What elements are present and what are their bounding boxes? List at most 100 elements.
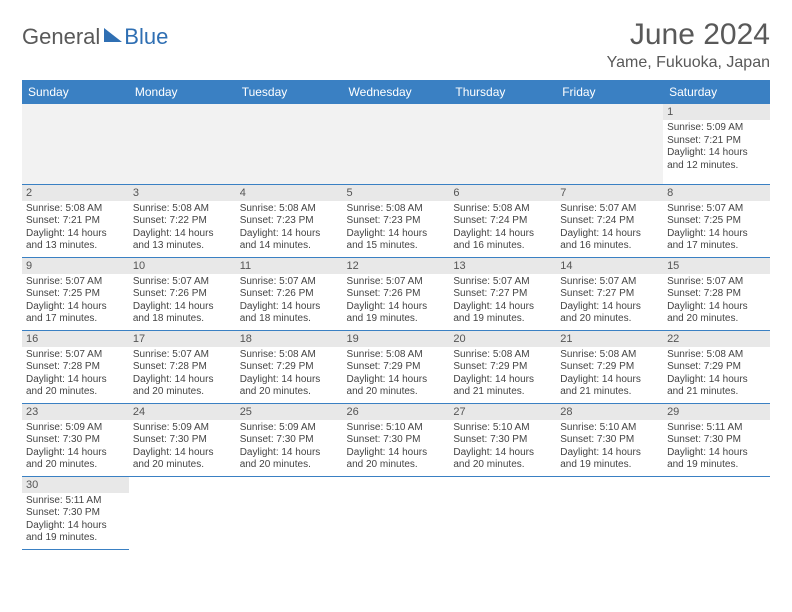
day-details: Sunrise: 5:07 AMSunset: 7:28 PMDaylight:… bbox=[663, 274, 770, 330]
day-number: 29 bbox=[663, 404, 770, 420]
calendar-cell: 20Sunrise: 5:08 AMSunset: 7:29 PMDayligh… bbox=[449, 330, 556, 403]
calendar-cell: 9Sunrise: 5:07 AMSunset: 7:25 PMDaylight… bbox=[22, 257, 129, 330]
day-details: Sunrise: 5:09 AMSunset: 7:30 PMDaylight:… bbox=[129, 420, 236, 476]
calendar-cell: 27Sunrise: 5:10 AMSunset: 7:30 PMDayligh… bbox=[449, 403, 556, 476]
day-details: Sunrise: 5:07 AMSunset: 7:25 PMDaylight:… bbox=[663, 201, 770, 257]
day-details: Sunrise: 5:07 AMSunset: 7:26 PMDaylight:… bbox=[236, 274, 343, 330]
calendar-body: 1Sunrise: 5:09 AMSunset: 7:21 PMDaylight… bbox=[22, 104, 770, 549]
calendar-cell bbox=[22, 104, 129, 184]
calendar-row: 2Sunrise: 5:08 AMSunset: 7:21 PMDaylight… bbox=[22, 184, 770, 257]
day-details: Sunrise: 5:09 AMSunset: 7:21 PMDaylight:… bbox=[663, 120, 770, 176]
weekday-header: Friday bbox=[556, 80, 663, 104]
weekday-header: Sunday bbox=[22, 80, 129, 104]
logo-text-blue: Blue bbox=[124, 24, 168, 50]
day-details: Sunrise: 5:10 AMSunset: 7:30 PMDaylight:… bbox=[343, 420, 450, 476]
day-details: Sunrise: 5:07 AMSunset: 7:28 PMDaylight:… bbox=[129, 347, 236, 403]
day-number: 21 bbox=[556, 331, 663, 347]
day-details: Sunrise: 5:08 AMSunset: 7:24 PMDaylight:… bbox=[449, 201, 556, 257]
day-number: 10 bbox=[129, 258, 236, 274]
day-number: 26 bbox=[343, 404, 450, 420]
day-details: Sunrise: 5:07 AMSunset: 7:27 PMDaylight:… bbox=[449, 274, 556, 330]
day-number: 4 bbox=[236, 185, 343, 201]
calendar-cell: 5Sunrise: 5:08 AMSunset: 7:23 PMDaylight… bbox=[343, 184, 450, 257]
calendar-cell: 13Sunrise: 5:07 AMSunset: 7:27 PMDayligh… bbox=[449, 257, 556, 330]
day-number: 2 bbox=[22, 185, 129, 201]
calendar-cell: 22Sunrise: 5:08 AMSunset: 7:29 PMDayligh… bbox=[663, 330, 770, 403]
day-number: 20 bbox=[449, 331, 556, 347]
calendar-cell bbox=[129, 104, 236, 184]
day-number: 12 bbox=[343, 258, 450, 274]
calendar-cell: 16Sunrise: 5:07 AMSunset: 7:28 PMDayligh… bbox=[22, 330, 129, 403]
day-number: 6 bbox=[449, 185, 556, 201]
day-details: Sunrise: 5:08 AMSunset: 7:22 PMDaylight:… bbox=[129, 201, 236, 257]
calendar-cell: 8Sunrise: 5:07 AMSunset: 7:25 PMDaylight… bbox=[663, 184, 770, 257]
day-number: 24 bbox=[129, 404, 236, 420]
month-title: June 2024 bbox=[607, 18, 770, 52]
calendar-cell bbox=[343, 104, 450, 184]
weekday-header-row: Sunday Monday Tuesday Wednesday Thursday… bbox=[22, 80, 770, 104]
calendar-cell: 11Sunrise: 5:07 AMSunset: 7:26 PMDayligh… bbox=[236, 257, 343, 330]
header: General Blue June 2024 Yame, Fukuoka, Ja… bbox=[22, 18, 770, 72]
day-details: Sunrise: 5:08 AMSunset: 7:21 PMDaylight:… bbox=[22, 201, 129, 257]
day-details: Sunrise: 5:07 AMSunset: 7:26 PMDaylight:… bbox=[129, 274, 236, 330]
day-details: Sunrise: 5:08 AMSunset: 7:23 PMDaylight:… bbox=[343, 201, 450, 257]
day-number: 30 bbox=[22, 477, 129, 493]
calendar-cell: 19Sunrise: 5:08 AMSunset: 7:29 PMDayligh… bbox=[343, 330, 450, 403]
calendar-cell: 6Sunrise: 5:08 AMSunset: 7:24 PMDaylight… bbox=[449, 184, 556, 257]
calendar-cell: 25Sunrise: 5:09 AMSunset: 7:30 PMDayligh… bbox=[236, 403, 343, 476]
day-number: 7 bbox=[556, 185, 663, 201]
day-number: 25 bbox=[236, 404, 343, 420]
day-details: Sunrise: 5:09 AMSunset: 7:30 PMDaylight:… bbox=[22, 420, 129, 476]
day-number: 28 bbox=[556, 404, 663, 420]
day-number: 19 bbox=[343, 331, 450, 347]
day-details: Sunrise: 5:07 AMSunset: 7:28 PMDaylight:… bbox=[22, 347, 129, 403]
day-number: 18 bbox=[236, 331, 343, 347]
calendar-cell: 14Sunrise: 5:07 AMSunset: 7:27 PMDayligh… bbox=[556, 257, 663, 330]
day-number: 15 bbox=[663, 258, 770, 274]
day-number: 23 bbox=[22, 404, 129, 420]
day-number: 5 bbox=[343, 185, 450, 201]
calendar-row: 16Sunrise: 5:07 AMSunset: 7:28 PMDayligh… bbox=[22, 330, 770, 403]
day-details: Sunrise: 5:08 AMSunset: 7:23 PMDaylight:… bbox=[236, 201, 343, 257]
day-details: Sunrise: 5:10 AMSunset: 7:30 PMDaylight:… bbox=[449, 420, 556, 476]
calendar-cell: 1Sunrise: 5:09 AMSunset: 7:21 PMDaylight… bbox=[663, 104, 770, 184]
calendar-cell bbox=[556, 476, 663, 549]
calendar-cell bbox=[343, 476, 450, 549]
calendar-cell bbox=[556, 104, 663, 184]
calendar-cell: 3Sunrise: 5:08 AMSunset: 7:22 PMDaylight… bbox=[129, 184, 236, 257]
day-number: 14 bbox=[556, 258, 663, 274]
day-details: Sunrise: 5:11 AMSunset: 7:30 PMDaylight:… bbox=[22, 493, 129, 549]
day-details: Sunrise: 5:07 AMSunset: 7:27 PMDaylight:… bbox=[556, 274, 663, 330]
calendar-cell: 26Sunrise: 5:10 AMSunset: 7:30 PMDayligh… bbox=[343, 403, 450, 476]
day-details: Sunrise: 5:07 AMSunset: 7:25 PMDaylight:… bbox=[22, 274, 129, 330]
calendar-row: 23Sunrise: 5:09 AMSunset: 7:30 PMDayligh… bbox=[22, 403, 770, 476]
calendar-cell bbox=[236, 104, 343, 184]
day-details: Sunrise: 5:10 AMSunset: 7:30 PMDaylight:… bbox=[556, 420, 663, 476]
calendar-cell bbox=[663, 476, 770, 549]
day-details: Sunrise: 5:07 AMSunset: 7:26 PMDaylight:… bbox=[343, 274, 450, 330]
weekday-header: Saturday bbox=[663, 80, 770, 104]
calendar-cell: 12Sunrise: 5:07 AMSunset: 7:26 PMDayligh… bbox=[343, 257, 450, 330]
calendar-table: Sunday Monday Tuesday Wednesday Thursday… bbox=[22, 80, 770, 550]
day-number: 13 bbox=[449, 258, 556, 274]
calendar-cell: 17Sunrise: 5:07 AMSunset: 7:28 PMDayligh… bbox=[129, 330, 236, 403]
calendar-cell bbox=[236, 476, 343, 549]
calendar-row: 30Sunrise: 5:11 AMSunset: 7:30 PMDayligh… bbox=[22, 476, 770, 549]
day-number: 16 bbox=[22, 331, 129, 347]
calendar-cell bbox=[449, 476, 556, 549]
calendar-cell bbox=[129, 476, 236, 549]
calendar-cell bbox=[449, 104, 556, 184]
weekday-header: Tuesday bbox=[236, 80, 343, 104]
logo-text-general: General bbox=[22, 24, 100, 50]
weekday-header: Monday bbox=[129, 80, 236, 104]
calendar-cell: 2Sunrise: 5:08 AMSunset: 7:21 PMDaylight… bbox=[22, 184, 129, 257]
day-details: Sunrise: 5:07 AMSunset: 7:24 PMDaylight:… bbox=[556, 201, 663, 257]
day-number: 27 bbox=[449, 404, 556, 420]
day-number: 9 bbox=[22, 258, 129, 274]
calendar-cell: 21Sunrise: 5:08 AMSunset: 7:29 PMDayligh… bbox=[556, 330, 663, 403]
calendar-cell: 29Sunrise: 5:11 AMSunset: 7:30 PMDayligh… bbox=[663, 403, 770, 476]
calendar-row: 9Sunrise: 5:07 AMSunset: 7:25 PMDaylight… bbox=[22, 257, 770, 330]
day-details: Sunrise: 5:08 AMSunset: 7:29 PMDaylight:… bbox=[236, 347, 343, 403]
calendar-cell: 30Sunrise: 5:11 AMSunset: 7:30 PMDayligh… bbox=[22, 476, 129, 549]
day-details: Sunrise: 5:08 AMSunset: 7:29 PMDaylight:… bbox=[663, 347, 770, 403]
